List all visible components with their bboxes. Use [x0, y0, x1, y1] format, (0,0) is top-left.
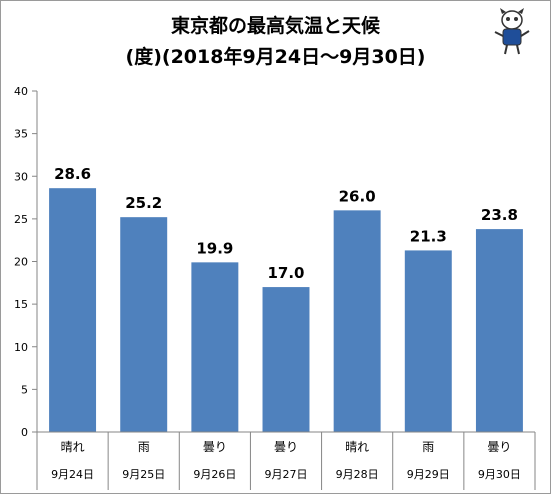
- x-weather-label: 曇り: [203, 440, 227, 454]
- bar: [262, 287, 310, 432]
- bar-value-label: 21.3: [410, 227, 447, 245]
- chart-title: 東京都の最高気温と天候: [170, 15, 380, 37]
- y-tick-label: 20: [14, 256, 28, 269]
- mascot-logo: [494, 8, 530, 55]
- x-date-label: 9月27日: [265, 468, 308, 481]
- x-date-label: 9月24日: [51, 468, 94, 481]
- bar-value-label: 28.6: [54, 165, 91, 183]
- x-date-label: 9月25日: [122, 468, 165, 481]
- bar: [191, 262, 239, 432]
- x-weather-label: 晴れ: [61, 440, 85, 454]
- x-date-label: 9月28日: [336, 468, 379, 481]
- y-tick-label: 35: [14, 128, 28, 141]
- x-date-label: 9月30日: [478, 468, 521, 481]
- y-tick-label: 30: [14, 170, 28, 183]
- x-weather-label: 雨: [138, 440, 150, 454]
- bar: [49, 188, 97, 432]
- bar-value-label: 25.2: [125, 194, 162, 212]
- bar: [120, 217, 168, 432]
- x-date-label: 9月29日: [407, 468, 450, 481]
- y-tick-label: 25: [14, 213, 28, 226]
- x-weather-label: 曇り: [487, 440, 511, 454]
- x-weather-label: 雨: [422, 440, 434, 454]
- y-tick-label: 0: [21, 426, 28, 439]
- x-date-label: 9月26日: [193, 468, 236, 481]
- y-tick-label: 15: [14, 298, 28, 311]
- chart-subtitle: (度)(2018年9月24日～9月30日): [125, 46, 426, 68]
- bar-value-label: 23.8: [481, 206, 518, 224]
- y-tick-label: 40: [14, 85, 28, 98]
- bar-value-label: 26.0: [339, 187, 376, 205]
- y-tick-label: 10: [14, 341, 28, 354]
- x-weather-label: 曇り: [274, 440, 298, 454]
- bar-value-label: 19.9: [196, 239, 233, 257]
- x-weather-label: 晴れ: [345, 440, 369, 454]
- bar: [404, 250, 452, 432]
- y-tick-label: 5: [21, 383, 28, 396]
- bar: [333, 210, 381, 432]
- bar-value-label: 17.0: [267, 264, 304, 282]
- bar: [475, 229, 523, 432]
